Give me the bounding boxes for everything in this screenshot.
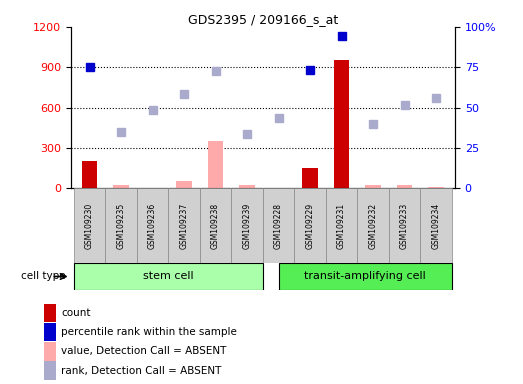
Text: GSM109235: GSM109235 — [117, 202, 126, 249]
Text: count: count — [61, 308, 91, 318]
Text: GSM109230: GSM109230 — [85, 202, 94, 249]
Text: value, Detection Call = ABSENT: value, Detection Call = ABSENT — [61, 346, 227, 356]
Text: percentile rank within the sample: percentile rank within the sample — [61, 327, 237, 337]
FancyBboxPatch shape — [357, 188, 389, 263]
FancyBboxPatch shape — [326, 188, 357, 263]
FancyBboxPatch shape — [263, 188, 294, 263]
Bar — [44, 361, 55, 380]
Bar — [82, 161, 97, 188]
FancyBboxPatch shape — [389, 188, 420, 263]
Bar — [302, 168, 318, 188]
FancyBboxPatch shape — [74, 188, 105, 263]
FancyBboxPatch shape — [200, 188, 231, 263]
Bar — [176, 182, 192, 188]
Bar — [44, 304, 55, 322]
Bar — [365, 185, 381, 188]
FancyBboxPatch shape — [168, 188, 200, 263]
FancyBboxPatch shape — [279, 263, 452, 290]
Text: stem cell: stem cell — [143, 271, 194, 281]
Bar — [44, 342, 55, 361]
Text: GSM109229: GSM109229 — [305, 202, 314, 249]
FancyBboxPatch shape — [294, 188, 326, 263]
Text: transit-amplifying cell: transit-amplifying cell — [304, 271, 426, 281]
Text: GSM109231: GSM109231 — [337, 202, 346, 249]
Bar — [113, 185, 129, 188]
Text: GSM109239: GSM109239 — [243, 202, 252, 249]
Title: GDS2395 / 209166_s_at: GDS2395 / 209166_s_at — [188, 13, 338, 26]
FancyBboxPatch shape — [137, 188, 168, 263]
Bar — [44, 323, 55, 341]
Text: GSM109238: GSM109238 — [211, 202, 220, 249]
Text: rank, Detection Call = ABSENT: rank, Detection Call = ABSENT — [61, 366, 222, 376]
Bar — [428, 187, 444, 188]
FancyBboxPatch shape — [105, 188, 137, 263]
Text: cell type: cell type — [21, 271, 65, 281]
Bar — [239, 185, 255, 188]
FancyBboxPatch shape — [231, 188, 263, 263]
Text: GSM109236: GSM109236 — [148, 202, 157, 249]
Text: GSM109233: GSM109233 — [400, 202, 409, 249]
Bar — [397, 185, 413, 188]
FancyBboxPatch shape — [420, 188, 452, 263]
Bar — [334, 60, 349, 188]
Text: GSM109232: GSM109232 — [369, 202, 378, 249]
FancyBboxPatch shape — [74, 263, 263, 290]
Bar — [208, 141, 223, 188]
Text: GSM109237: GSM109237 — [179, 202, 188, 249]
Text: GSM109234: GSM109234 — [431, 202, 440, 249]
Text: GSM109228: GSM109228 — [274, 203, 283, 248]
